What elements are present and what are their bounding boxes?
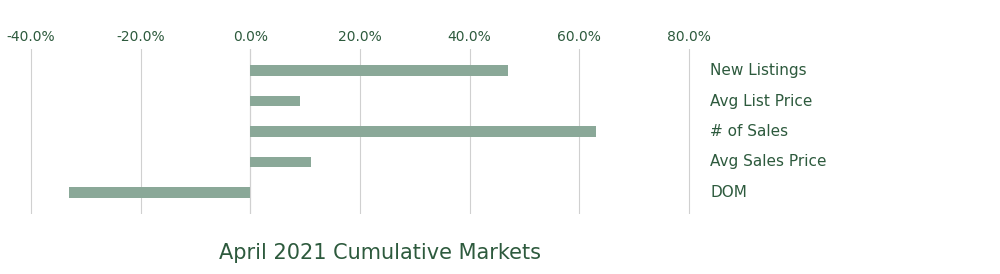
Text: Avg Sales Price: Avg Sales Price xyxy=(710,155,826,169)
Bar xyxy=(250,126,596,137)
Text: New Listings: New Listings xyxy=(710,63,807,78)
Bar xyxy=(250,157,311,167)
Text: Avg List Price: Avg List Price xyxy=(710,94,812,109)
Bar xyxy=(69,187,250,198)
Text: DOM: DOM xyxy=(710,185,747,200)
Text: April 2021 Cumulative Markets: April 2021 Cumulative Markets xyxy=(219,243,541,263)
Bar xyxy=(250,65,508,76)
Bar xyxy=(250,96,300,106)
Text: # of Sales: # of Sales xyxy=(710,124,788,139)
